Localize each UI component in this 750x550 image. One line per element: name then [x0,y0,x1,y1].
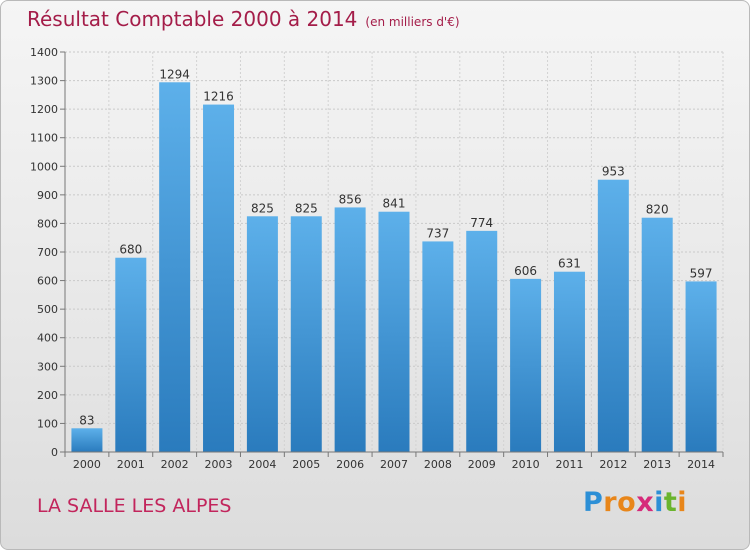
town-name: LA SALLE LES ALPES [37,495,232,517]
proxiti-logo: Proxiti [583,487,687,518]
logo-letter: x [636,487,655,518]
bar [553,271,585,452]
bars [71,82,717,453]
bar [334,207,366,452]
x-tick-label: 2011 [555,458,583,471]
bar-value-label: 820 [646,203,669,217]
x-tick-label: 2005 [292,458,320,471]
logo-letter: r [603,487,618,518]
bar-value-label: 841 [383,197,406,211]
x-tick-label: 2008 [424,458,452,471]
bar [246,216,278,452]
y-tick-label: 500 [37,303,58,316]
bar [159,82,191,453]
x-tick-label: 2006 [336,458,364,471]
bar [422,241,454,452]
y-tick-label: 300 [37,360,58,373]
x-tick-label: 2013 [643,458,671,471]
axes [60,51,724,457]
bar-value-label: 825 [251,201,274,215]
x-tick-label: 2012 [599,458,627,471]
y-tick-label: 1000 [30,160,58,173]
x-tick-label: 2009 [468,458,496,471]
bar [510,278,542,452]
bar-value-label: 856 [339,192,362,206]
bar-value-label: 680 [119,243,142,257]
x-tick-label: 2000 [73,458,101,471]
bar-value-label: 83 [79,413,94,427]
x-tick-label: 2001 [117,458,145,471]
bar [378,211,410,452]
x-tick-label: 2004 [248,458,276,471]
bar [71,428,103,452]
y-tick-label: 700 [37,246,58,259]
labels: 0 100 200 300 400 500 600 700 800 900 1000 1100 1200… [30,46,715,471]
bar [685,281,717,452]
y-tick-label: 1100 [30,132,58,145]
bar-value-label: 597 [690,266,713,280]
bar-value-label: 1294 [159,67,190,81]
bar-value-label: 774 [470,216,493,230]
x-tick-label: 2003 [205,458,233,471]
y-tick-label: 900 [37,189,58,202]
y-tick-label: 0 [51,446,58,459]
y-tick-label: 1400 [30,46,58,59]
x-tick-label: 2010 [512,458,540,471]
chart-title: Résultat Comptable 2000 à 2014 (en millie… [27,7,460,31]
y-tick-label: 800 [37,217,58,230]
bar-value-label: 606 [514,264,537,278]
y-tick-label: 1300 [30,75,58,88]
bar [290,216,322,452]
logo-letter: o [617,487,637,518]
bar [641,217,673,452]
bar [466,230,498,452]
bar [203,104,235,453]
y-tick-label: 600 [37,275,58,288]
logo-letter: i [677,487,688,518]
y-tick-label: 100 [37,417,58,430]
logo-letter: i [654,487,664,518]
y-tick-label: 200 [37,389,58,402]
logo-letter: t [663,487,678,518]
logo-letter: P [583,487,604,518]
x-tick-label: 2014 [687,458,715,471]
bar-value-label: 631 [558,257,581,271]
y-tick-label: 400 [37,332,58,345]
y-tick-label: 1200 [30,103,58,116]
bar-value-label: 1216 [203,90,234,104]
x-tick-label: 2007 [380,458,408,471]
bar [115,257,147,452]
bar-value-label: 737 [426,226,449,240]
bar [597,179,629,452]
x-tick-label: 2002 [161,458,189,471]
bar-value-label: 825 [295,201,318,215]
bar-value-label: 953 [602,165,625,179]
chart-title-text: Résultat Comptable 2000 à 2014 [27,7,358,31]
chart-subtitle: (en milliers d'€) [365,15,460,29]
